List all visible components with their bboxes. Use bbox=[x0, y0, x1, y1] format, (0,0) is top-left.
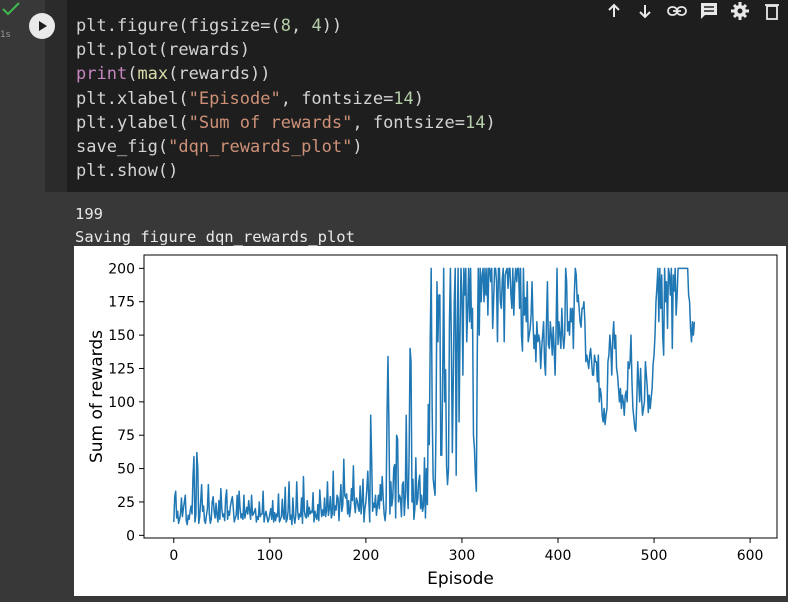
code-token: 4 bbox=[311, 16, 322, 36]
code-token: 8 bbox=[280, 16, 291, 36]
comment-icon[interactable] bbox=[698, 0, 720, 22]
y-tick-label: 75 bbox=[117, 428, 135, 444]
series-line bbox=[173, 267, 696, 526]
y-tick-label: 25 bbox=[117, 495, 135, 511]
output-line: Saving figure dqn_rewards_plot bbox=[75, 228, 355, 246]
code-token: ) bbox=[352, 137, 363, 158]
code-line: print(max(rewards)) bbox=[76, 62, 496, 86]
execution-time: 1s bbox=[0, 30, 11, 40]
y-tick-label: 175 bbox=[108, 295, 135, 311]
code-token: ( bbox=[127, 64, 138, 85]
output-stdout: 199 Saving figure dqn_rewards_plot bbox=[75, 203, 355, 249]
code-token: "Episode" bbox=[188, 88, 281, 109]
code-token: ) bbox=[413, 88, 425, 109]
y-tick-label: 50 bbox=[117, 462, 135, 478]
run-cell-button[interactable] bbox=[29, 13, 55, 39]
x-tick-label: 500 bbox=[641, 548, 668, 564]
y-tick-label: 100 bbox=[108, 395, 135, 411]
arrow-down-icon[interactable] bbox=[634, 0, 656, 22]
link-icon[interactable] bbox=[666, 0, 688, 22]
code-line: plt.xlabel("Episode", fontsize=14) bbox=[76, 87, 496, 111]
code-token: )) bbox=[321, 16, 343, 36]
code-token: (rewards)) bbox=[168, 64, 271, 85]
code-token: plt.show() bbox=[76, 161, 179, 182]
arrow-up-icon[interactable] bbox=[603, 0, 625, 22]
code-token: print bbox=[76, 64, 128, 85]
y-tick-label: 125 bbox=[108, 361, 135, 377]
x-tick-label: 0 bbox=[169, 548, 178, 564]
output-line: 199 bbox=[75, 205, 103, 223]
plot-image: 0 100 200 300 400 500 600 0 25 50 75 100 125 150 175 20… bbox=[74, 246, 786, 596]
x-tick-label: 300 bbox=[449, 548, 476, 564]
rewards-chart: 0 100 200 300 400 500 600 0 25 50 75 100 125 150 175 20… bbox=[87, 254, 778, 589]
x-tick-label: 200 bbox=[353, 548, 380, 564]
axis-ticks: 0 100 200 300 400 500 600 0 25 50 75 100 125 150 175 20… bbox=[108, 261, 763, 564]
check-icon bbox=[2, 2, 20, 16]
axes-frame bbox=[143, 254, 778, 539]
code-token: ) bbox=[485, 112, 496, 133]
code-line: plt.plot(rewards) bbox=[76, 38, 496, 62]
code-token: plt.plot(rewards) bbox=[76, 40, 250, 61]
code-token: , bbox=[290, 16, 312, 36]
delete-icon[interactable] bbox=[761, 0, 783, 22]
code-token: plt.ylabel( bbox=[76, 112, 189, 133]
code-token: plt.figure(figsize=( bbox=[76, 16, 281, 36]
cell-toolbar bbox=[598, 0, 788, 22]
code-editor[interactable]: plt.figure(figsize=(8, 4)) plt.plot(rewar… bbox=[76, 14, 496, 183]
x-axis-label: Episode bbox=[427, 569, 494, 589]
code-token: , fontsize= bbox=[352, 112, 465, 133]
code-cell[interactable] bbox=[45, 0, 788, 192]
play-icon bbox=[39, 21, 47, 31]
code-line: plt.show() bbox=[76, 159, 496, 183]
code-token: , fontsize= bbox=[280, 88, 394, 109]
code-line: plt.figure(figsize=(8, 4)) bbox=[76, 14, 496, 38]
x-tick-label: 600 bbox=[737, 548, 764, 564]
code-token: "Sum of rewards" bbox=[188, 112, 353, 133]
gear-icon[interactable] bbox=[729, 0, 751, 22]
code-token: save_fig( bbox=[76, 137, 169, 158]
y-axis-label: Sum of rewards bbox=[87, 330, 107, 463]
x-tick-label: 100 bbox=[256, 548, 283, 564]
code-token: 14 bbox=[393, 88, 414, 109]
x-tick-label: 400 bbox=[545, 548, 572, 564]
y-tick-label: 150 bbox=[108, 328, 135, 344]
y-tick-label: 200 bbox=[108, 261, 135, 277]
code-token: "dqn_rewards_plot" bbox=[168, 137, 353, 158]
code-token: plt.xlabel( bbox=[76, 88, 189, 109]
cell-gutter: 1s bbox=[0, 0, 45, 602]
code-token: max bbox=[137, 64, 169, 85]
code-token: 14 bbox=[464, 112, 486, 133]
code-line: save_fig("dqn_rewards_plot") bbox=[76, 135, 496, 159]
code-line: plt.ylabel("Sum of rewards", fontsize=14… bbox=[76, 111, 496, 135]
y-tick-label: 0 bbox=[126, 528, 135, 544]
